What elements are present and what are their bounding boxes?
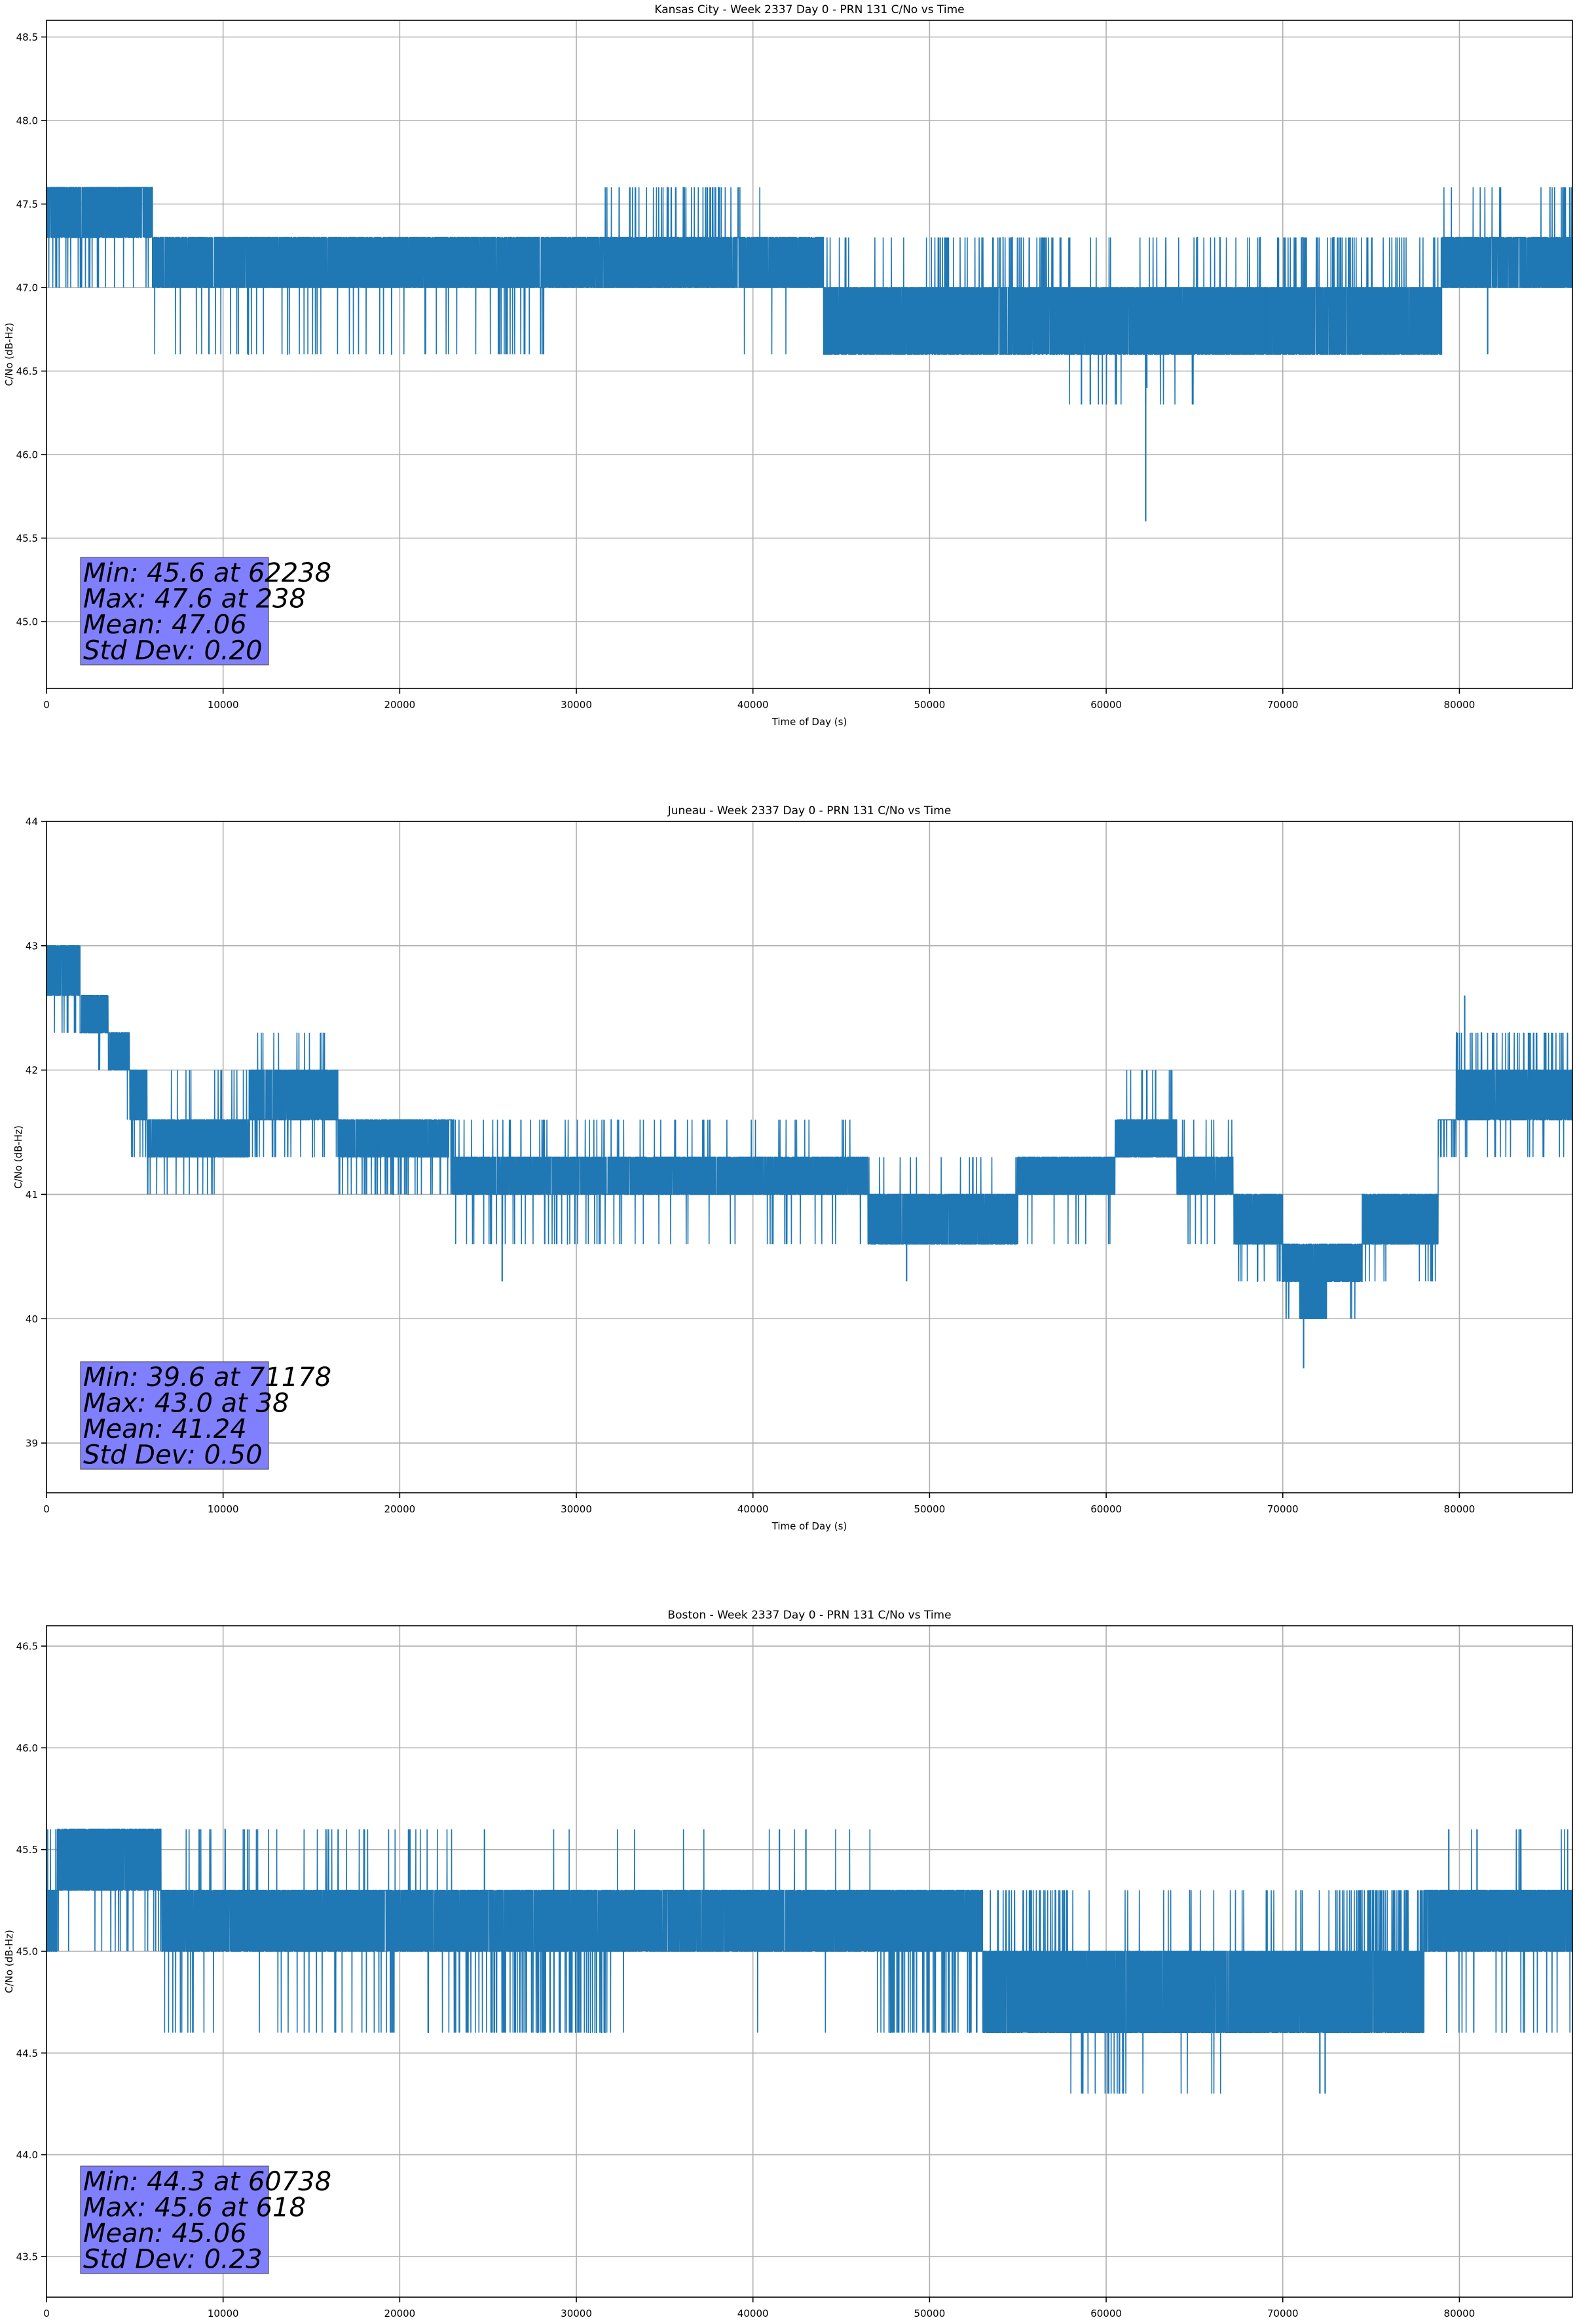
x-tick-label: 0 <box>43 699 50 711</box>
y-tick-label: 47.0 <box>16 282 38 294</box>
x-tick-label: 0 <box>43 2308 50 2319</box>
y-tick-label: 44.0 <box>16 2149 38 2161</box>
chart-title: Boston - Week 2337 Day 0 - PRN 131 C/No … <box>667 1609 951 1622</box>
x-tick-label: 10000 <box>208 2308 239 2319</box>
y-tick-label: 41 <box>26 1189 38 1201</box>
axes-frame <box>46 821 1573 1493</box>
stats-box <box>80 2165 269 2274</box>
axes-frame <box>46 1625 1573 2298</box>
y-tick-label: 47.5 <box>16 198 38 210</box>
y-tick-label: 46.5 <box>16 1641 38 1653</box>
stats-line: Std Dev: 0.50 <box>83 1440 263 1471</box>
x-tick-label: 10000 <box>208 1503 239 1515</box>
stats-line: Min: 39.6 at 71178 <box>83 1362 331 1393</box>
chart-panel-3: 0 10000 20000 30000 40000 50000 60000 70000 8000… <box>3 1609 1573 2319</box>
x-tick-label: 70000 <box>1267 699 1299 711</box>
x-tick-label: 60000 <box>1090 2308 1122 2319</box>
chart-panel-2: 0 10000 20000 30000 40000 50000 60000 70000 8000… <box>12 804 1573 1532</box>
y-tick-label: 48.5 <box>16 31 38 43</box>
x-tick-label: 80000 <box>1444 1503 1475 1515</box>
x-tick-label: 30000 <box>561 699 592 711</box>
x-tick-label: 80000 <box>1444 2308 1475 2319</box>
series-trace <box>46 1828 1572 2094</box>
x-tick-label: 30000 <box>561 1503 592 1515</box>
x-axis-label: Time of Day (s) <box>771 716 847 728</box>
x-tick-label: 20000 <box>384 699 415 711</box>
x-tick-label: 50000 <box>914 1503 946 1515</box>
x-tick-label: 20000 <box>384 1503 415 1515</box>
y-tick-label: 46.0 <box>16 1742 38 1754</box>
stats-box <box>80 557 269 665</box>
chart-panel-1: 0 10000 20000 30000 40000 50000 60000 70000 8000… <box>3 3 1573 728</box>
series-line <box>46 187 1572 405</box>
stats-line: Mean: 41.24 <box>83 1414 247 1444</box>
stats-line: Mean: 45.06 <box>83 2219 247 2249</box>
y-axis-label: C/No (dB-Hz) <box>12 1125 24 1189</box>
y-tick-label: 43 <box>26 940 38 952</box>
x-tick-label: 30000 <box>561 2308 592 2319</box>
y-tick-label: 44.5 <box>16 2048 38 2059</box>
series-line <box>46 945 1572 1320</box>
x-tick-label: 70000 <box>1267 1503 1299 1515</box>
x-tick-label: 60000 <box>1090 1503 1122 1515</box>
x-tick-label: 40000 <box>737 2308 769 2319</box>
x-tick-label: 60000 <box>1090 699 1122 711</box>
stats-line: Max: 47.6 at 238 <box>83 584 306 614</box>
axes-frame <box>46 20 1573 689</box>
y-tick-label: 40 <box>26 1313 38 1325</box>
x-tick-label: 20000 <box>384 2308 415 2319</box>
y-tick-label: 48.0 <box>16 115 38 127</box>
series-trace <box>46 945 1572 1369</box>
y-tick-label: 44 <box>26 816 38 828</box>
y-tick-label: 45.0 <box>16 1945 38 1957</box>
stats-line: Min: 45.6 at 62238 <box>83 558 331 588</box>
series-line <box>46 1828 1572 2094</box>
x-tick-label: 50000 <box>914 2308 946 2319</box>
x-tick-label: 50000 <box>914 699 946 711</box>
y-tick-label: 43.5 <box>16 2251 38 2262</box>
stats-line: Min: 44.3 at 60738 <box>83 2167 331 2197</box>
y-tick-label: 45.5 <box>16 533 38 544</box>
stats-line: Max: 43.0 at 38 <box>83 1389 289 1419</box>
y-tick-label: 46.0 <box>16 449 38 461</box>
series-trace <box>46 187 1572 521</box>
y-axis-label: C/No (dB-Hz) <box>3 323 15 386</box>
stats-line: Mean: 47.06 <box>83 610 247 640</box>
x-tick-label: 40000 <box>737 699 769 711</box>
chart-title: Juneau - Week 2337 Day 0 - PRN 131 C/No … <box>667 804 952 817</box>
y-tick-label: 39 <box>26 1438 38 1450</box>
x-tick-label: 0 <box>43 1503 50 1515</box>
x-tick-label: 70000 <box>1267 2308 1299 2319</box>
stats-line: Std Dev: 0.20 <box>83 636 263 666</box>
stats-box <box>80 1361 269 1470</box>
y-tick-label: 46.5 <box>16 365 38 377</box>
grid <box>46 20 1572 688</box>
y-tick-label: 42 <box>26 1064 38 1076</box>
y-axis-label: C/No (dB-Hz) <box>3 1930 15 1993</box>
y-tick-label: 45.5 <box>16 1844 38 1856</box>
stats-line: Max: 45.6 at 618 <box>83 2193 306 2223</box>
x-tick-label: 40000 <box>737 1503 769 1515</box>
x-axis-label: Time of Day (s) <box>771 1520 847 1532</box>
y-tick-label: 45.0 <box>16 616 38 628</box>
x-tick-label: 80000 <box>1444 699 1475 711</box>
chart-title: Kansas City - Week 2337 Day 0 - PRN 131 … <box>654 3 964 16</box>
x-tick-label: 10000 <box>208 699 239 711</box>
stats-line: Std Dev: 0.23 <box>83 2245 263 2275</box>
